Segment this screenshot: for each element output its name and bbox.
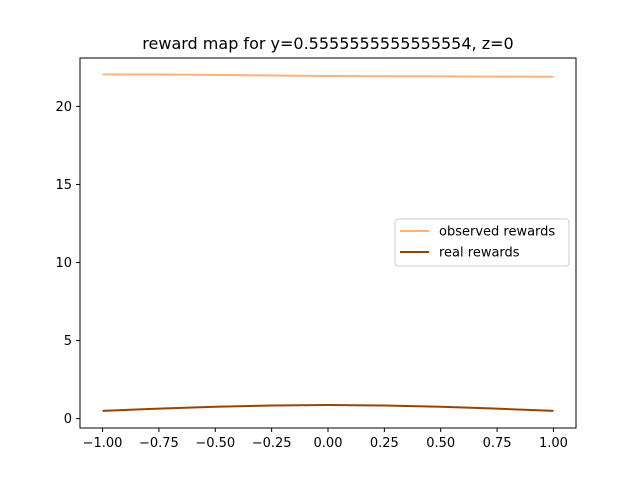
series-line-real-rewards [102, 404, 554, 412]
y-tick-label: 20 [55, 100, 72, 115]
y-tick-label: 5 [64, 334, 72, 349]
x-tick-label: 1.00 [539, 436, 568, 451]
legend-label-observed-rewards: observed rewards [439, 225, 555, 240]
y-tick-label: 10 [55, 256, 72, 271]
plot-area [102, 73, 554, 412]
x-tick-label: −0.50 [195, 436, 235, 451]
x-tick-label: 0.50 [426, 436, 455, 451]
x-tick-label: −0.75 [139, 436, 179, 451]
y-tick-label: 0 [64, 412, 72, 427]
x-tick-label: −0.25 [252, 436, 292, 451]
axis-ticks: −1.00 −0.75 −0.50 −0.25 0.00 0.25 0.50 0.75 1.00… [55, 100, 567, 451]
chart-title: reward map for y=0.5555555555555554, z=0 [142, 34, 513, 53]
legend: observed rewards real rewards [394, 218, 570, 267]
x-tick-label: 0.75 [483, 436, 512, 451]
x-tick-label: −1.00 [83, 436, 123, 451]
legend-box [394, 218, 570, 267]
x-tick-label: 0.25 [370, 436, 399, 451]
x-tick-label: 0.00 [314, 436, 343, 451]
legend-label-real-rewards: real rewards [439, 246, 520, 261]
series-line-observed-rewards [102, 73, 554, 78]
y-tick-label: 15 [55, 178, 72, 193]
